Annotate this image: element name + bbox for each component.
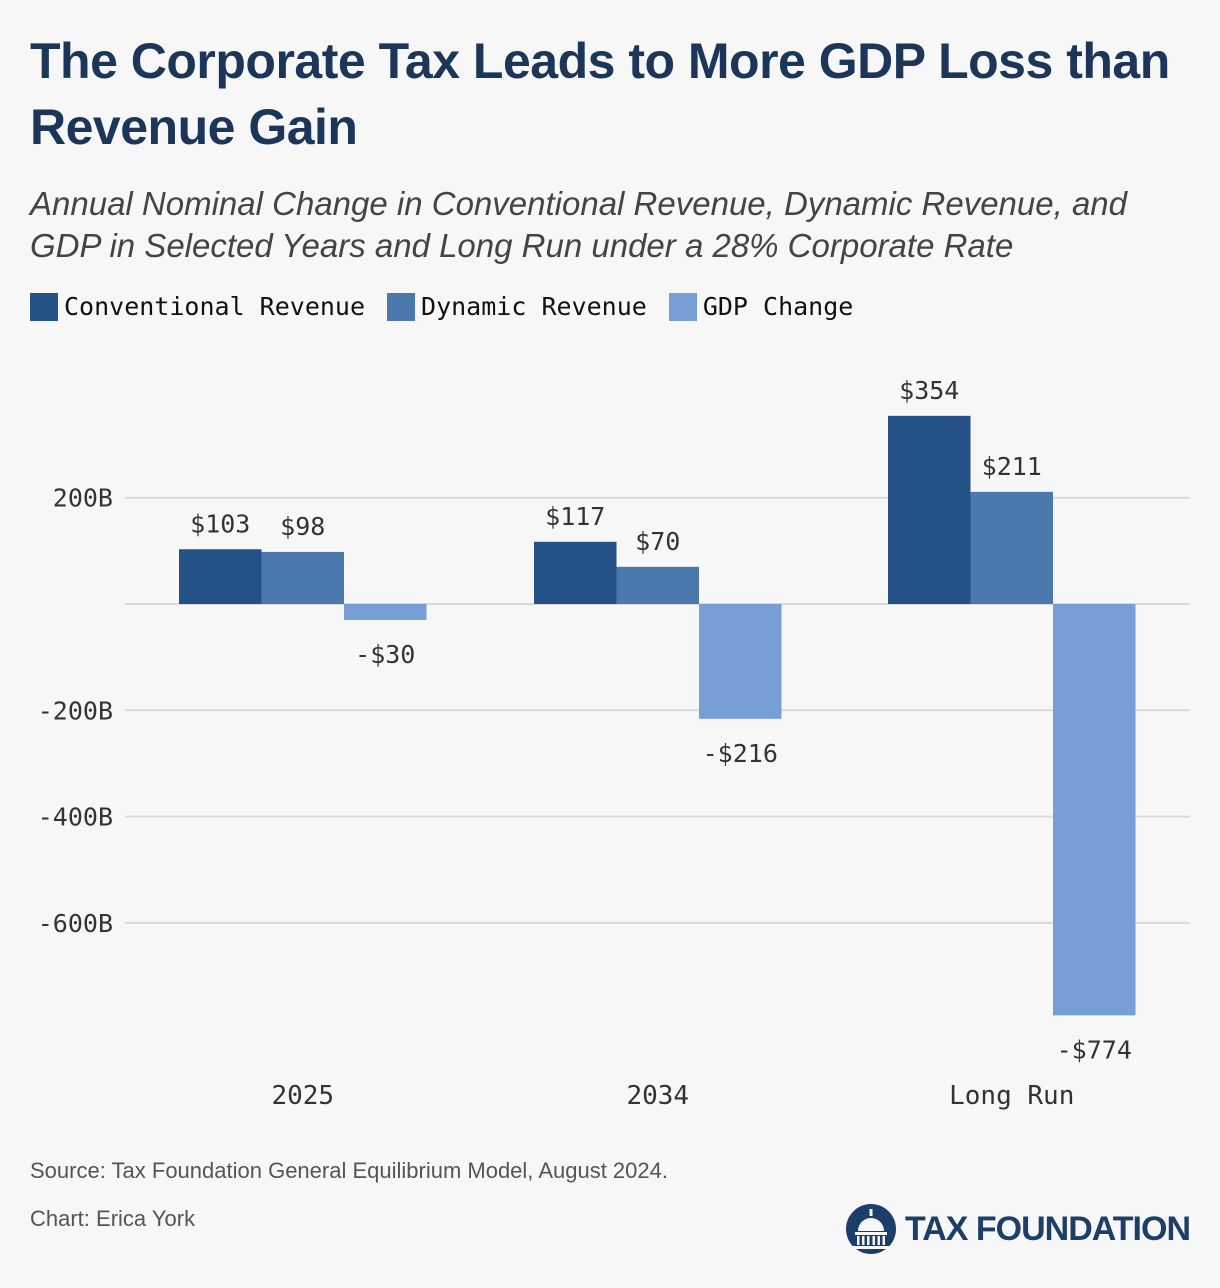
legend-swatch-conventional (30, 292, 58, 321)
legend-label-conventional: Conventional Revenue (64, 292, 366, 321)
x-tick-label: 2025 (271, 1081, 334, 1111)
legend-item-gdp: GDP Change (668, 292, 854, 321)
bar-dynamic-revenue-long-run (970, 491, 1053, 604)
bar-conventional-revenue-long-run (888, 415, 971, 604)
bar-dynamic-revenue-2034 (616, 566, 699, 604)
chart-credit: Chart: Erica York (30, 1206, 196, 1231)
capitol-dome-icon (845, 1204, 896, 1254)
brand: TAX FOUNDATION (845, 1203, 1191, 1255)
data-label: -$30 (355, 640, 415, 669)
bar-conventional-revenue-2025 (179, 549, 262, 604)
legend: Conventional Revenue Dynamic Revenue GDP… (30, 292, 875, 321)
legend-item-dynamic: Dynamic Revenue (387, 292, 647, 321)
y-tick-label: 200B (53, 484, 113, 513)
data-label: $98 (280, 512, 325, 541)
chart-title: The Corporate Tax Leads to More GDP Loss… (30, 33, 1170, 155)
x-tick-label: 2034 (626, 1081, 689, 1111)
y-tick-label: -200B (38, 696, 113, 725)
data-label: $70 (635, 527, 680, 556)
y-tick-label: -400B (38, 803, 113, 832)
source-note: Source: Tax Foundation General Equilibri… (30, 1158, 668, 1183)
bar-gdp-change-2034 (699, 604, 782, 719)
y-tick-label: -600B (38, 909, 113, 938)
legend-item-conventional: Conventional Revenue (30, 292, 365, 321)
brand-name: TAX FOUNDATION (904, 1209, 1191, 1248)
data-label: -$216 (703, 739, 778, 768)
legend-swatch-gdp (668, 292, 697, 321)
data-label: -$774 (1057, 1035, 1132, 1064)
bar-gdp-change-long-run (1053, 604, 1136, 1016)
bar-gdp-change-2025 (344, 604, 427, 620)
data-label: $354 (899, 376, 959, 405)
legend-label-gdp: GDP Change (702, 292, 854, 321)
chart-subtitle: Annual Nominal Change in Conventional Re… (30, 185, 1128, 264)
bar-dynamic-revenue-2025 (261, 551, 344, 604)
data-label: $103 (190, 509, 250, 538)
data-label: $211 (982, 452, 1042, 481)
legend-swatch-dynamic (387, 292, 416, 321)
bar-chart: 200B -200B -400B -600B $103 $98 -$30 2025 $117 $7… (38, 376, 1190, 1111)
x-tick-label: Long Run (949, 1081, 1074, 1111)
legend-label-dynamic: Dynamic Revenue (421, 292, 647, 321)
data-label: $117 (545, 502, 605, 531)
bar-conventional-revenue-2034 (534, 541, 617, 604)
